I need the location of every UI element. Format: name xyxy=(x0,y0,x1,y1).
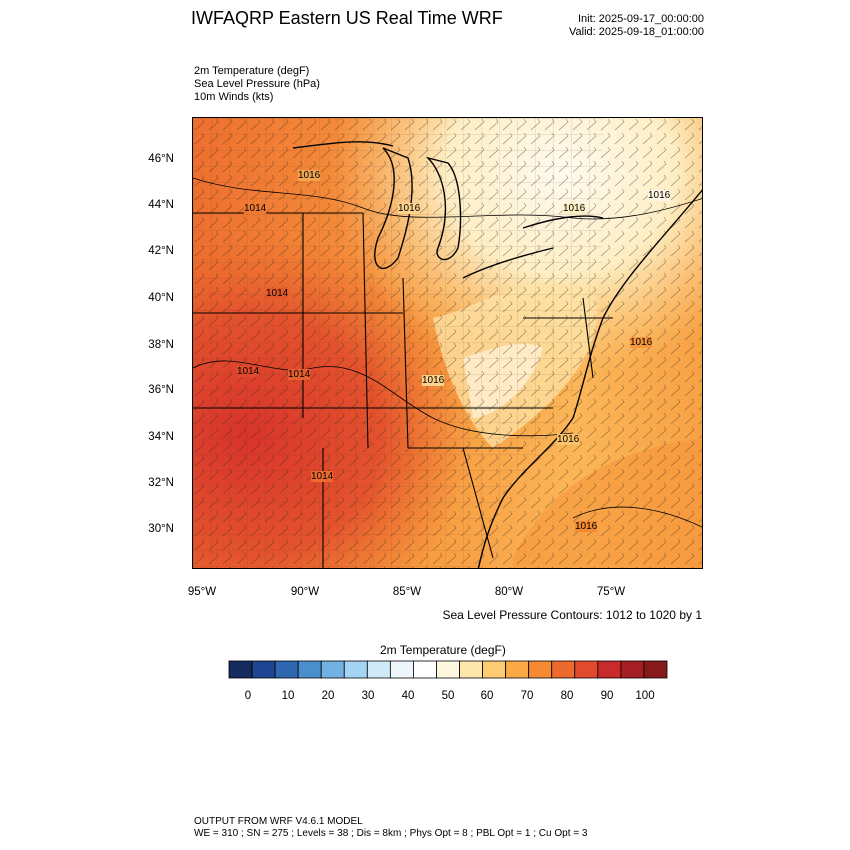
lat-label: 36°N xyxy=(148,384,174,396)
colorbar-swatch xyxy=(320,660,345,679)
slp-contour-note: Sea Level Pressure Contours: 1012 to 102… xyxy=(442,608,703,622)
colorbar-swatch xyxy=(620,660,645,679)
colorbar-swatch xyxy=(551,660,576,679)
colorbar-swatch xyxy=(366,660,391,679)
colorbar-swatch xyxy=(413,660,437,679)
colorbar-swatch xyxy=(436,660,460,679)
colorbar-label: 80 xyxy=(560,690,574,702)
colorbar-swatch xyxy=(251,660,276,679)
lon-label: 80°W xyxy=(494,586,524,598)
lat-label: 40°N xyxy=(148,292,174,304)
colorbar-label: 20 xyxy=(321,690,335,702)
lat-label: 44°N xyxy=(148,199,174,211)
pressure-label: 1016 xyxy=(630,337,653,348)
page-title: IWFAQRP Eastern US Real Time WRF xyxy=(191,8,503,28)
colorbar-swatch xyxy=(597,660,622,679)
colorbar-title: 2m Temperature (degF) xyxy=(380,643,506,657)
colorbar-swatch xyxy=(574,660,599,679)
pressure-label: 1016 xyxy=(298,170,321,181)
colorbar-swatch xyxy=(459,660,483,679)
field-temperature: 2m Temperature (degF) xyxy=(194,65,310,77)
colorbar-label: 100 xyxy=(635,690,655,702)
pressure-label: 1016 xyxy=(422,375,445,386)
lat-label: 32°N xyxy=(148,477,174,489)
pressure-label: 1016 xyxy=(557,434,580,445)
colorbar-swatch xyxy=(505,660,530,679)
colorbar-swatch xyxy=(482,660,507,679)
colorbar-label: 70 xyxy=(520,690,534,702)
colorbar-label: 10 xyxy=(281,690,295,702)
lat-label: 38°N xyxy=(148,339,174,351)
lat-label: 34°N xyxy=(148,431,174,443)
colorbar-label: 60 xyxy=(480,690,494,702)
colorbar-swatch xyxy=(297,660,322,679)
footer-line: OUTPUT FROM WRF V4.6.1 MODEL xyxy=(194,816,363,827)
colorbar-label: 40 xyxy=(401,690,415,702)
pressure-label: 1016 xyxy=(575,521,598,532)
weather-map: 1016 1014 1016 1016 1016 1014 1014 1014 … xyxy=(192,117,703,569)
colorbar-swatch xyxy=(643,660,668,679)
lat-label: 42°N xyxy=(148,245,174,257)
colorbar-label: 90 xyxy=(600,690,614,702)
lon-label: 85°W xyxy=(392,586,422,598)
valid-time: Valid: 2025-09-18_01:00:00 xyxy=(569,26,704,38)
model-footer: OUTPUT FROM WRF V4.6.1 MODEL WE = 310 ; … xyxy=(194,816,587,840)
field-pressure: Sea Level Pressure (hPa) xyxy=(194,78,320,90)
colorbar-swatch xyxy=(389,660,414,679)
map-canvas xyxy=(193,118,702,568)
colorbar xyxy=(228,660,668,679)
lon-label: 75°W xyxy=(596,586,626,598)
field-list: 2m Temperature (degF) Sea Level Pressure… xyxy=(194,65,320,104)
pressure-label: 1014 xyxy=(244,203,267,214)
lon-label: 95°W xyxy=(187,586,217,598)
init-time: Init: 2025-09-17_00:00:00 xyxy=(578,13,704,25)
field-winds: 10m Winds (kts) xyxy=(194,91,274,103)
init-valid-times: Init: 2025-09-17_00:00:00 Valid: 2025-09… xyxy=(560,13,704,39)
footer-line: WE = 310 ; SN = 275 ; Levels = 38 ; Dis … xyxy=(194,828,588,839)
pressure-label: 1016 xyxy=(398,203,421,214)
colorbar-swatch xyxy=(528,660,553,679)
lat-label: 46°N xyxy=(148,153,174,165)
pressure-label: 1014 xyxy=(237,366,260,377)
lon-label: 90°W xyxy=(290,586,320,598)
pressure-label: 1014 xyxy=(288,369,311,380)
pressure-label: 1014 xyxy=(266,288,289,299)
colorbar-swatch xyxy=(274,660,299,679)
pressure-label: 1014 xyxy=(311,471,334,482)
colorbar-label: 30 xyxy=(361,690,375,702)
colorbar-swatch xyxy=(228,660,253,679)
pressure-label: 1016 xyxy=(648,190,671,201)
colorbar-label: 50 xyxy=(441,690,455,702)
pressure-label: 1016 xyxy=(563,203,586,214)
lat-label: 30°N xyxy=(148,523,174,535)
colorbar-swatch xyxy=(343,660,368,679)
colorbar-label: 0 xyxy=(244,690,252,702)
